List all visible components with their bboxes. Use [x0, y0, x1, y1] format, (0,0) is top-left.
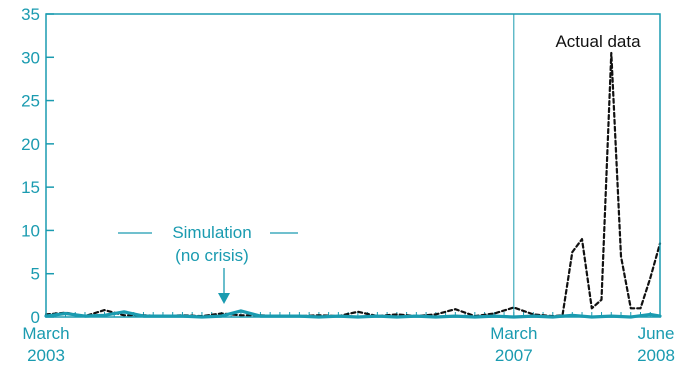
y-tick-label: 10 — [21, 221, 40, 240]
y-tick-label: 20 — [21, 135, 40, 154]
x-tick-label-line1: June — [638, 324, 675, 343]
series-layer — [44, 51, 662, 319]
x-tick-label-line2: 2008 — [637, 346, 675, 365]
actual-data-label: Actual data — [555, 32, 641, 51]
simulation-label-line1: Simulation — [172, 223, 251, 242]
x-tick-label-line2: 2003 — [27, 346, 65, 365]
y-tick-label: 30 — [21, 48, 40, 67]
x-tick-label-line1: March — [22, 324, 69, 343]
y-axis-ticks: 0 5 10 15 20 25 30 35 — [21, 5, 54, 327]
simulation-label-line2: (no crisis) — [175, 246, 249, 265]
plot-frame — [45, 13, 661, 318]
y-tick-label: 5 — [31, 265, 40, 284]
y-tick-label: 15 — [21, 178, 40, 197]
simulation-arrow-head — [218, 293, 230, 304]
x-tick-label-line1: March — [490, 324, 537, 343]
y-tick-label: 35 — [21, 5, 40, 24]
y-tick-label: 0 — [31, 308, 40, 327]
annotation-layer: Actual data Simulation (no crisis) — [118, 32, 641, 304]
x-axis-ticks: March 2003 March 2007 June 2008 — [22, 312, 675, 365]
y-tick-label: 25 — [21, 92, 40, 111]
x-tick-label-line2: 2007 — [495, 346, 533, 365]
actual-data-series-line — [44, 51, 662, 318]
